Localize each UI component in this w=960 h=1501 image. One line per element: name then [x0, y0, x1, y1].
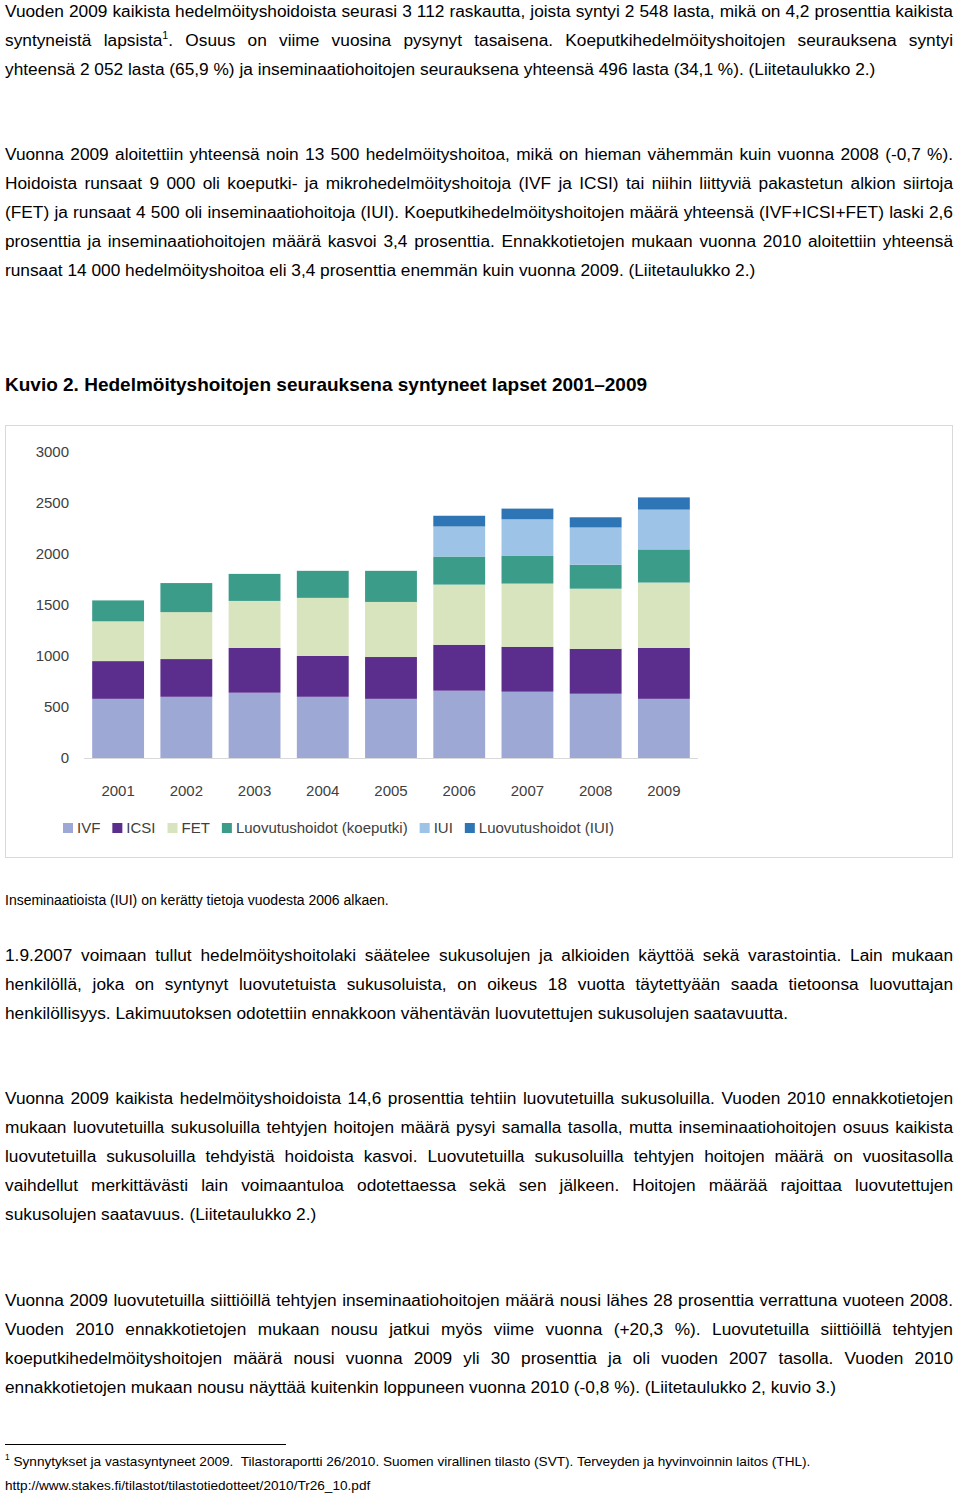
- footnote-url: http://www.stakes.fi/tilastot/tilastotie…: [5, 1478, 370, 1493]
- paragraph: Vuonna 2009 luovutetuilla siittiöillä te…: [5, 1286, 953, 1402]
- x-tick-label: 2007: [511, 782, 544, 799]
- y-tick-label: 1500: [36, 596, 69, 613]
- bar-segment: [433, 526, 485, 556]
- legend-swatch: [168, 823, 178, 833]
- bar-segment: [502, 556, 554, 584]
- bar-segment: [297, 571, 349, 598]
- x-tick-label: 2005: [374, 782, 407, 799]
- bar-segment: [570, 527, 622, 564]
- chart: 0 500 1000 1500 2000 2500 3000 2001 2002 2003 2004…: [6, 426, 952, 857]
- y-tick-label: 0: [61, 749, 69, 766]
- paragraph: 1.9.2007 voimaan tullut hedelmöityshoito…: [5, 941, 953, 1028]
- bar-segment: [92, 600, 144, 621]
- y-tick-label: 2000: [36, 545, 69, 562]
- bar-segment: [570, 589, 622, 649]
- legend-swatch: [465, 823, 475, 833]
- bar-segment: [229, 693, 281, 758]
- bar-segment: [638, 510, 690, 550]
- text: 1.9.2007 voimaan tullut hedelmöityshoito…: [5, 945, 953, 1023]
- bar-segment: [160, 583, 212, 612]
- paragraph: Vuonna 2009 aloitettiin yhteensä noin 13…: [5, 140, 953, 285]
- y-tick-label: 3000: [36, 443, 69, 460]
- legend-label: ICSI: [126, 819, 155, 836]
- bar-segment: [229, 648, 281, 693]
- x-tick-label: 2006: [443, 782, 476, 799]
- x-tick-label: 2008: [579, 782, 612, 799]
- bar-segment: [297, 697, 349, 758]
- bar-segment: [160, 659, 212, 697]
- footnote: 1 Synnytykset ja vastasyntyneet 2009. Ti…: [5, 1450, 953, 1498]
- bars: [92, 497, 690, 758]
- x-tick-label: 2002: [170, 782, 203, 799]
- legend-swatch: [420, 823, 430, 833]
- bar-segment: [502, 519, 554, 555]
- bar-segment: [433, 557, 485, 585]
- y-tick-label: 2500: [36, 494, 69, 511]
- bar-segment: [297, 598, 349, 656]
- bar-segment: [229, 601, 281, 648]
- bar-segment: [570, 517, 622, 527]
- y-tick-label: 500: [44, 698, 69, 715]
- bar-segment: [502, 692, 554, 758]
- legend-swatch: [222, 823, 232, 833]
- x-tick-label: 2004: [306, 782, 339, 799]
- footnote-rule: [5, 1444, 286, 1445]
- bar-segment: [638, 549, 690, 582]
- x-tick-label: 2001: [101, 782, 134, 799]
- y-tick-label: 1000: [36, 647, 69, 664]
- chart-frame: 0 500 1000 1500 2000 2500 3000 2001 2002 2003 2004…: [5, 425, 953, 858]
- bar-segment: [502, 647, 554, 692]
- bar-segment: [297, 656, 349, 697]
- x-tick-label: 2009: [647, 782, 680, 799]
- bar-segment: [365, 571, 417, 602]
- legend-label: FET: [182, 819, 210, 836]
- bar-segment: [92, 699, 144, 758]
- legend-label: IVF: [77, 819, 100, 836]
- bar-segment: [365, 657, 417, 699]
- x-axis: [84, 758, 698, 759]
- bar-segment: [433, 516, 485, 527]
- bar-segment: [638, 497, 690, 509]
- bar-segment: [433, 585, 485, 645]
- bar-segment: [570, 649, 622, 694]
- paragraph: Vuoden 2009 kaikista hedelmöityshoidoist…: [5, 0, 953, 84]
- bar-segment: [160, 697, 212, 758]
- bar-segment: [160, 612, 212, 659]
- x-tick-label: 2003: [238, 782, 271, 799]
- bar-segment: [570, 694, 622, 758]
- bar-segment: [92, 621, 144, 661]
- bar-segment: [502, 509, 554, 520]
- footnote-text: Synnytykset ja vastasyntyneet 2009. Tila…: [13, 1454, 810, 1469]
- legend-label: IUI: [434, 819, 453, 836]
- chart-title: Kuvio 2. Hedelmöityshoitojen seurauksena…: [5, 372, 953, 398]
- legend-label: Luovutushoidot (koeputki): [236, 819, 408, 836]
- paragraph: Vuonna 2009 kaikista hedelmöityshoidoist…: [5, 1084, 953, 1229]
- text: Vuonna 2009 luovutetuilla siittiöillä te…: [5, 1290, 953, 1397]
- bar-segment: [638, 583, 690, 648]
- bar-segment: [92, 661, 144, 699]
- chart-note: Inseminaatioista (IUI) on kerätty tietoj…: [5, 890, 953, 910]
- bar-segment: [638, 648, 690, 699]
- bar-segment: [229, 574, 281, 601]
- bar-segment: [433, 645, 485, 691]
- footnote-ref: 1: [162, 29, 168, 41]
- footnote-number: 1: [5, 1452, 10, 1462]
- bar-segment: [638, 699, 690, 758]
- bar-segment: [570, 565, 622, 589]
- legend-label: Luovutushoidot (IUI): [479, 819, 614, 836]
- text: Vuonna 2009 aloitettiin yhteensä noin 13…: [5, 144, 953, 280]
- legend-swatch: [112, 823, 122, 833]
- bar-segment: [365, 699, 417, 758]
- bar-segment: [433, 691, 485, 758]
- legend-swatch: [63, 823, 73, 833]
- text: Vuonna 2009 kaikista hedelmöityshoidoist…: [5, 1088, 953, 1224]
- bar-segment: [502, 584, 554, 647]
- bar-segment: [365, 602, 417, 657]
